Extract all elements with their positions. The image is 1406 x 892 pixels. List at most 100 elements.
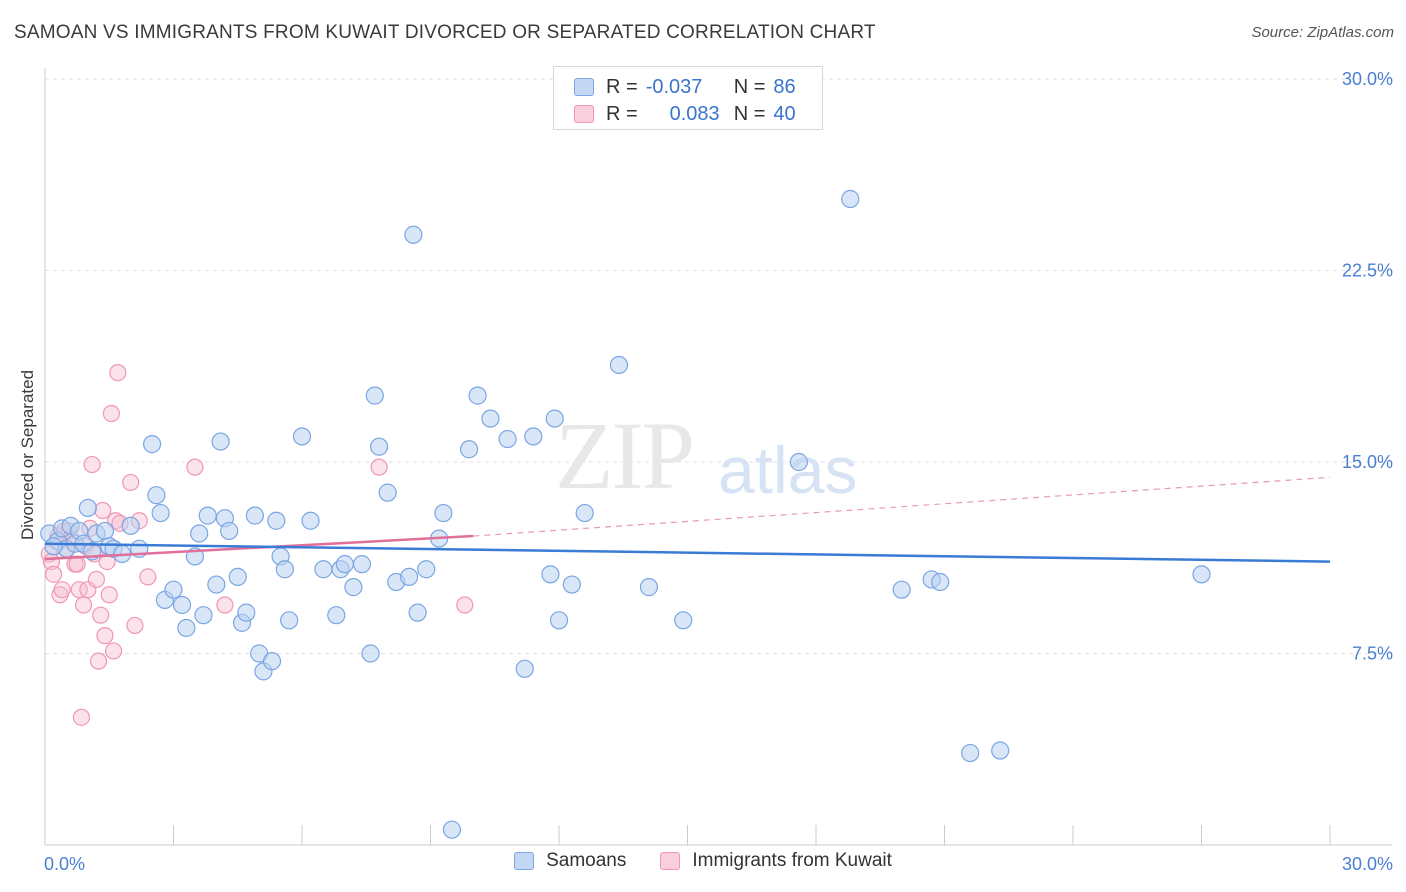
samoans-point: [575, 503, 594, 523]
kuwait-point: [83, 455, 101, 474]
r-label: R =: [606, 102, 638, 125]
kuwait-swatch: [574, 105, 594, 123]
legend-row-samoans: R = -0.037 N = 86: [574, 73, 796, 101]
x-tick-label: 0.0%: [44, 854, 85, 874]
samoans-point: [378, 483, 397, 502]
samoans-point: [545, 409, 564, 428]
legend-item-samoans: Samoans: [514, 850, 626, 872]
samoans-point: [44, 537, 63, 556]
kuwait-point: [186, 458, 204, 476]
y-tick-label: 22.5%: [1342, 261, 1393, 281]
samoans-point: [95, 521, 115, 541]
samoans-point: [370, 437, 389, 456]
samoans-point: [275, 560, 294, 579]
kuwait-point: [92, 606, 110, 624]
n-label: N =: [733, 75, 766, 98]
kuwait-point: [370, 458, 388, 476]
samoans-point: [292, 427, 312, 446]
samoans-point: [609, 355, 629, 375]
kuwait-point: [102, 404, 120, 423]
samoans-point: [344, 578, 363, 597]
kuwait-point: [100, 586, 118, 604]
n-value-samoans: 86: [773, 75, 796, 98]
r-label: R =: [606, 75, 638, 98]
samoans-point: [211, 432, 230, 451]
samoans-point: [498, 429, 517, 449]
kuwait-point: [104, 642, 123, 660]
y-tick-label: 30.0%: [1342, 69, 1393, 89]
legend-label-kuwait: Immigrants from Kuwait: [692, 850, 892, 871]
axes: [44, 68, 1392, 846]
legend-item-kuwait: Immigrants from Kuwait: [660, 850, 892, 872]
samoans-point: [549, 611, 569, 630]
samoans-point: [434, 503, 453, 523]
samoans-point: [841, 189, 860, 209]
kuwait-point: [126, 616, 144, 635]
kuwait-point: [139, 568, 157, 586]
trend-lines: [44, 476, 1331, 563]
samoans-point: [147, 486, 166, 505]
kuwait-trend-extension: [473, 476, 1331, 537]
samoans-point: [404, 225, 423, 244]
samoans-point: [639, 578, 659, 597]
samoans-point: [280, 611, 299, 630]
samoans-point: [335, 555, 354, 574]
samoans-point: [198, 506, 217, 525]
samoans-point: [301, 511, 320, 530]
correlation-legend: R = -0.037 N = 86 R = 0.083 N = 40: [553, 66, 823, 130]
samoans-point: [164, 580, 183, 599]
samoans-point: [190, 524, 209, 543]
kuwait-point: [122, 473, 140, 492]
samoans-point: [399, 567, 419, 587]
samoans-point: [237, 603, 256, 622]
samoans-point: [789, 452, 808, 472]
samoans-trend-line: [44, 542, 1331, 563]
samoans-swatch: [574, 78, 594, 96]
kuwait-point: [96, 627, 114, 645]
samoans-point: [228, 567, 247, 587]
kuwait-legend-swatch: [660, 852, 681, 870]
kuwait-point: [456, 596, 474, 614]
samoans-point: [892, 580, 911, 599]
samoans-point: [314, 560, 333, 579]
n-label: N =: [733, 102, 766, 125]
kuwait-point: [109, 364, 127, 382]
y-tick-label: 7.5%: [1352, 644, 1393, 664]
samoans-point: [524, 427, 543, 446]
samoans-point: [562, 575, 581, 594]
samoans-point: [361, 644, 380, 663]
samoans-points: [40, 189, 1211, 839]
kuwait-point: [44, 565, 63, 583]
legend-label-samoans: Samoans: [546, 850, 627, 871]
samoans-point: [177, 618, 196, 638]
y-tick-label: 15.0%: [1342, 452, 1393, 472]
samoans-point: [172, 595, 192, 615]
samoans-point: [220, 521, 239, 541]
samoans-point: [408, 603, 427, 622]
samoans-point: [151, 503, 170, 523]
samoans-point: [459, 440, 479, 459]
samoans-point: [961, 743, 980, 763]
y-axis-label: Divorced or Separated: [18, 370, 37, 540]
chart-title: SAMOAN VS IMMIGRANTS FROM KUWAIT DIVORCE…: [14, 22, 876, 43]
kuwait-point: [216, 596, 234, 614]
samoans-point: [991, 741, 1010, 760]
samoans-point: [442, 820, 462, 839]
samoans-point: [78, 498, 97, 518]
samoans-point: [207, 575, 226, 594]
samoans-point: [245, 506, 264, 525]
samoans-legend-swatch: [514, 852, 535, 870]
samoans-point: [327, 606, 346, 625]
samoans-point: [194, 606, 213, 625]
watermark-atlas: atlas: [718, 433, 858, 507]
kuwait-point: [72, 708, 91, 726]
samoans-point: [365, 386, 384, 405]
samoans-point: [931, 572, 950, 592]
samoans-point: [674, 611, 693, 630]
samoans-point: [121, 516, 140, 535]
kuwait-point: [87, 570, 106, 589]
watermark-zip: ZIP: [555, 402, 695, 509]
legend-row-kuwait: R = 0.083 N = 40: [574, 100, 796, 128]
kuwait-point: [74, 596, 93, 614]
